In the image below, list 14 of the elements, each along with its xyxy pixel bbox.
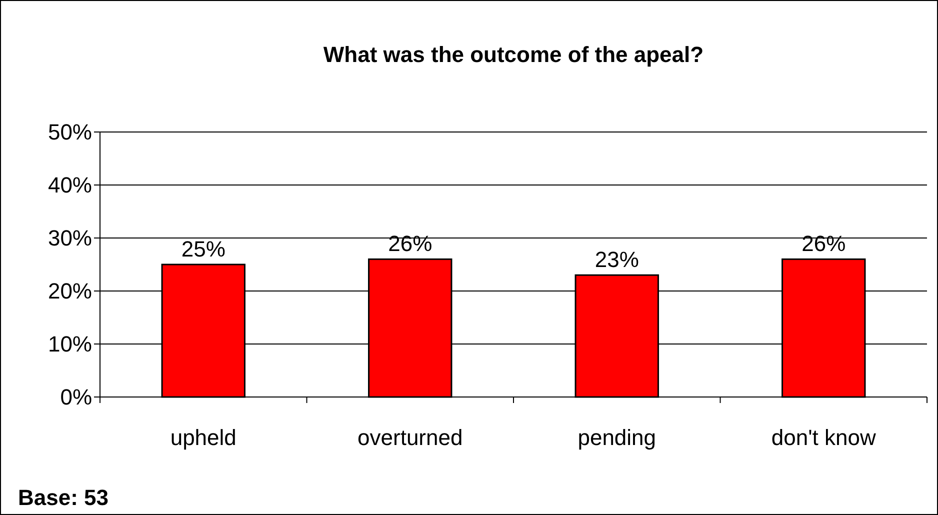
data-label: 23% [594, 247, 639, 272]
y-tick-label: 0% [60, 384, 92, 410]
x-tick-label: overturned [358, 425, 463, 450]
x-tick-label: don't know [771, 425, 876, 450]
y-tick-label: 40% [48, 172, 92, 198]
chart-title: What was the outcome of the apeal? [323, 42, 704, 67]
x-tick-label: upheld [170, 425, 236, 450]
x-tick-label: pending [578, 425, 656, 450]
y-tick-label: 10% [48, 332, 92, 357]
y-tick-label: 30% [48, 226, 92, 251]
data-label: 25% [181, 236, 226, 262]
y-tick-label: 20% [48, 278, 92, 304]
text: Base: 53 [18, 485, 109, 510]
y-tick-label: 50% [48, 120, 92, 145]
